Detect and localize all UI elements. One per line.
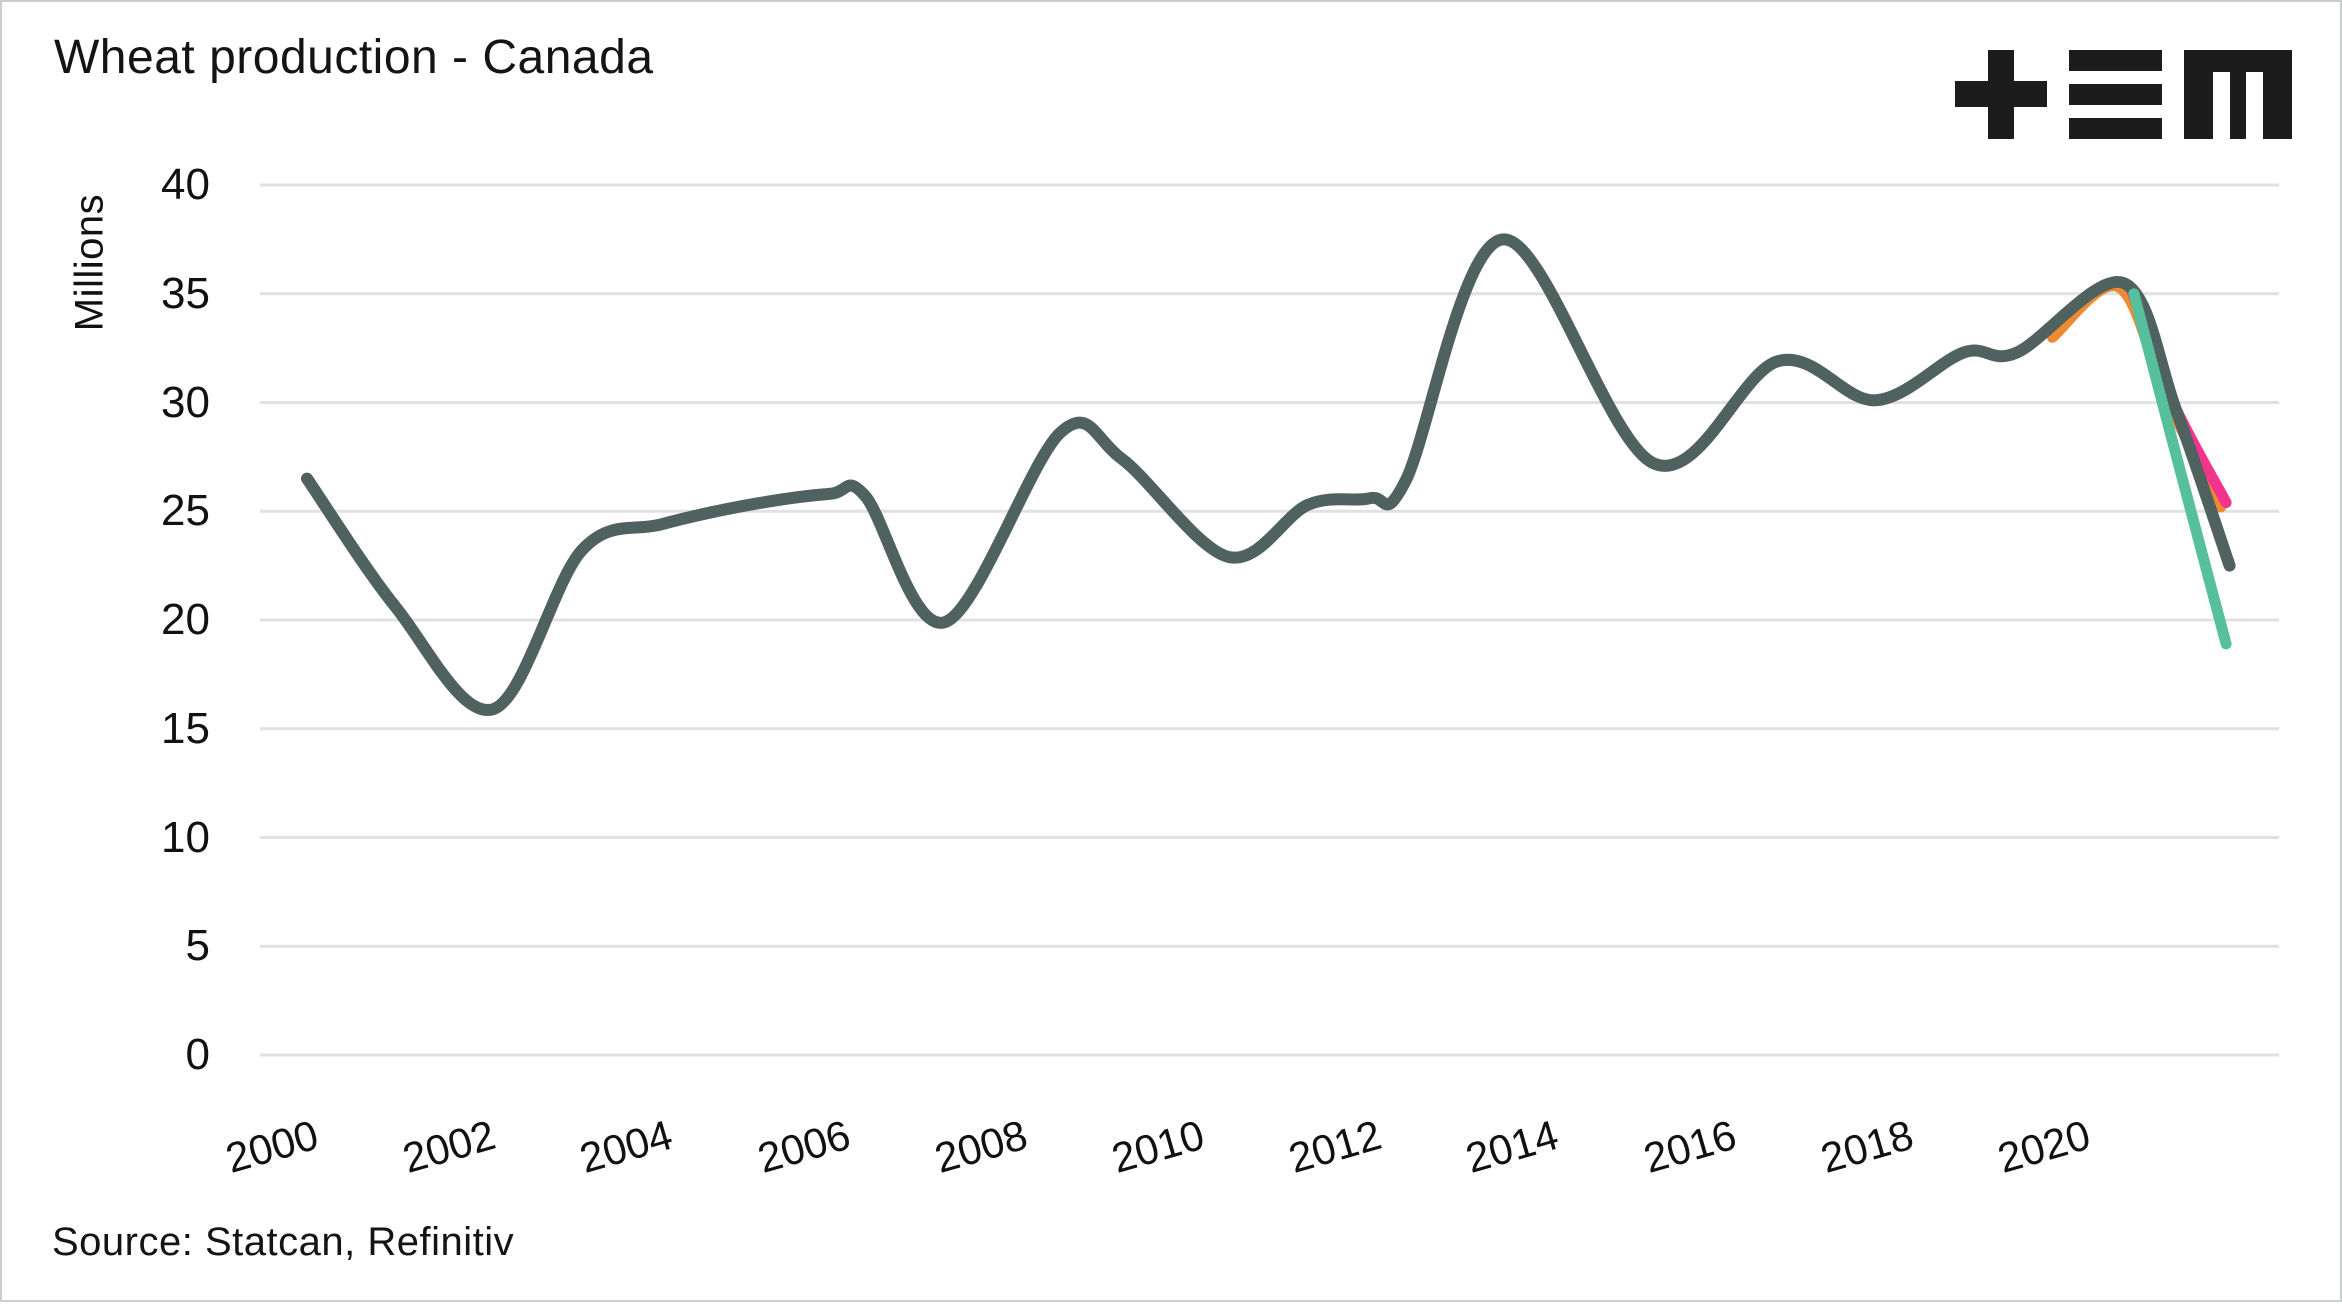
y-tick-label: 10 xyxy=(161,812,210,862)
plus-icon xyxy=(1955,50,2047,139)
y-tick-label: 35 xyxy=(161,268,210,318)
m-glyph-icon xyxy=(2184,50,2292,139)
y-tick-label: 25 xyxy=(161,486,210,536)
series-line-forecast-teal xyxy=(2128,288,2232,650)
y-tick-label: 20 xyxy=(161,595,210,644)
y-tick-label: 0 xyxy=(185,1030,210,1079)
y-tick-label: 5 xyxy=(185,921,210,971)
y-tick-label: 15 xyxy=(161,703,210,753)
brand-logo xyxy=(1955,48,2293,140)
series-line-actual xyxy=(301,233,2236,716)
y-tick-label: 40 xyxy=(161,160,210,209)
source-note: Source: Statcan, Refinitiv xyxy=(52,1220,515,1264)
three-bars-icon xyxy=(2069,50,2162,139)
chart-title: Wheat production - Canada xyxy=(54,31,654,84)
y-tick-label: 30 xyxy=(161,377,210,427)
